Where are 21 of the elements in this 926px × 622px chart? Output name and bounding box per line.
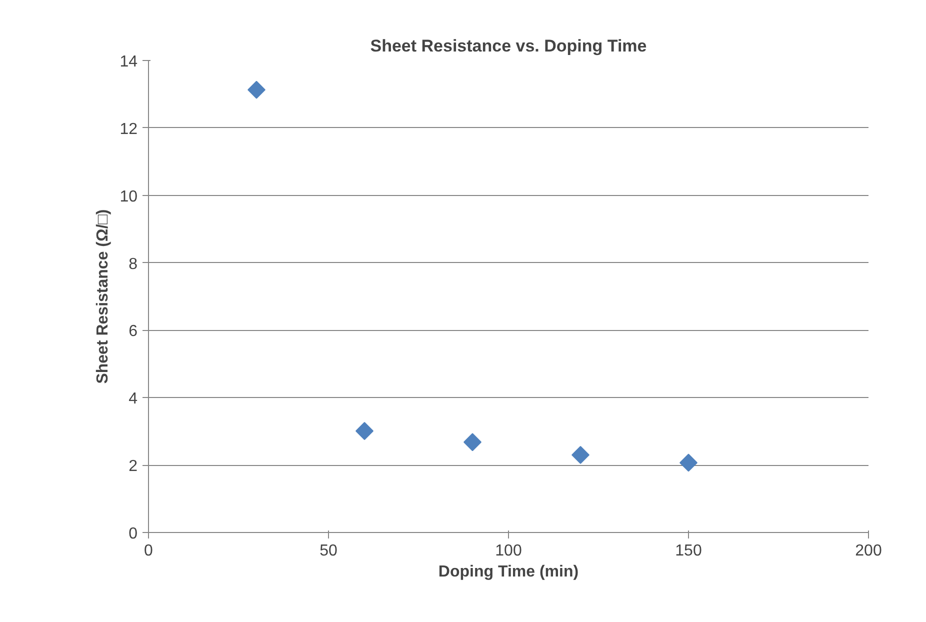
point xyxy=(464,433,482,452)
x-tick-label: 150 xyxy=(675,542,702,560)
y-tick-label: 6 xyxy=(128,323,138,340)
y-tick-label: 14 xyxy=(120,54,138,70)
chart-title: Sheet Resistance vs. Doping Time xyxy=(370,36,647,56)
x-tick-label: 50 xyxy=(320,542,338,560)
x-tick-label: 0 xyxy=(144,542,154,560)
y-tick-label: 10 xyxy=(120,188,138,206)
y-tick-label: 8 xyxy=(128,256,138,273)
x-tick-label: 100 xyxy=(495,542,522,560)
x-tick-label: 200 xyxy=(855,542,882,560)
y-axis-title: Sheet Resistance (Ω/□) xyxy=(94,209,112,384)
y-tick-label: 0 xyxy=(128,526,138,542)
point xyxy=(680,454,698,472)
point xyxy=(572,446,590,464)
point xyxy=(356,422,374,440)
point xyxy=(248,80,266,99)
y-tick-label: 2 xyxy=(128,458,138,476)
x-axis-title: Doping Time (min) xyxy=(438,564,579,580)
y-tick-label: 4 xyxy=(128,390,138,408)
y-tick-label: 12 xyxy=(120,120,138,138)
